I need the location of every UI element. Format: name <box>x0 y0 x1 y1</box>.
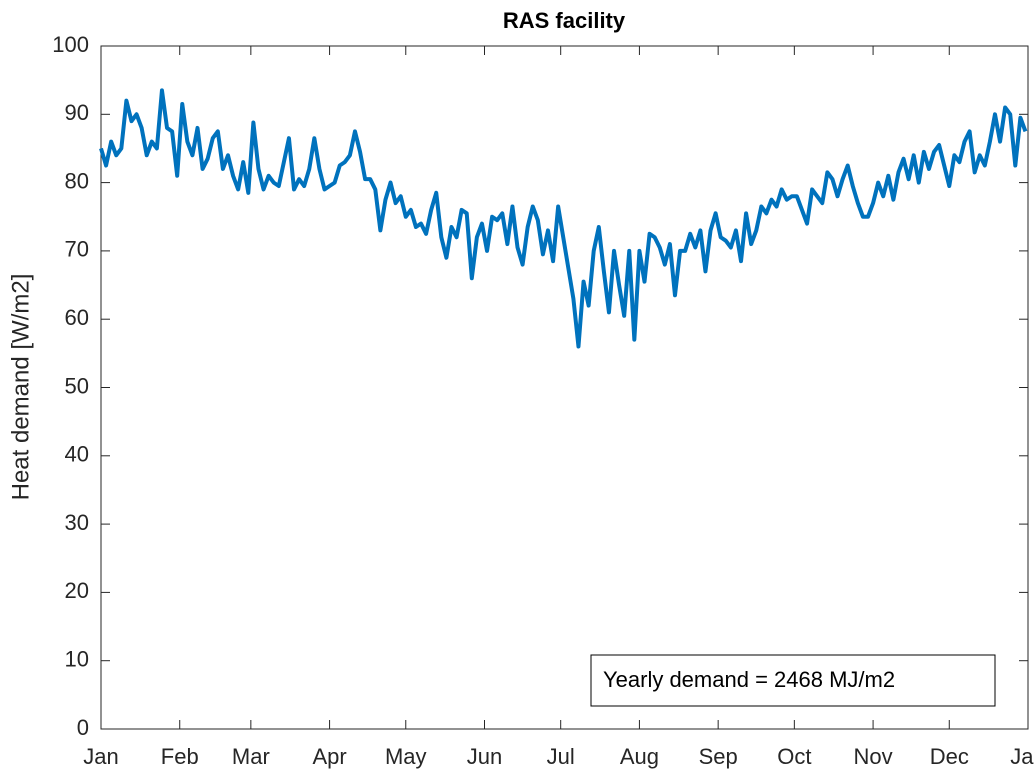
y-tick-label: 100 <box>52 32 89 57</box>
x-tick-label: Jul <box>547 744 575 769</box>
plot-frame <box>100 45 1029 730</box>
y-tick-label: 50 <box>65 373 89 398</box>
x-tick-label: Dec <box>930 744 969 769</box>
y-tick-label: 90 <box>65 100 89 125</box>
y-tick-label: 10 <box>65 647 89 672</box>
y-tick-label: 30 <box>65 510 89 535</box>
annotation: Yearly demand = 2468 MJ/m2 <box>603 667 895 692</box>
x-tick-label: Nov <box>854 744 893 769</box>
y-tick-label: 40 <box>65 442 89 467</box>
annotation-box <box>590 654 996 707</box>
x-tick-label: Jan <box>83 744 118 769</box>
x-tick-label: Apr <box>312 744 346 769</box>
x-tick-label: Jan <box>1010 744 1035 769</box>
chart-title: RAS facility <box>503 8 626 33</box>
data-line <box>99 88 1028 349</box>
x-tick-label: Aug <box>620 744 659 769</box>
x-tick-label: Jun <box>467 744 502 769</box>
x-tick-label: May <box>385 744 427 769</box>
x-tick-label: Mar <box>232 744 270 769</box>
y-tick-label: 60 <box>65 305 89 330</box>
y-tick-label: 80 <box>65 168 89 193</box>
y-tick-label: 0 <box>77 715 89 740</box>
x-tick-label: Oct <box>777 744 811 769</box>
x-tick-label: Feb <box>161 744 199 769</box>
y-tick-label: 20 <box>65 578 89 603</box>
y-axis-label: Heat demand [W/m2] <box>7 274 34 501</box>
y-tick-label: 70 <box>65 237 89 262</box>
x-tick-label: Sep <box>699 744 738 769</box>
